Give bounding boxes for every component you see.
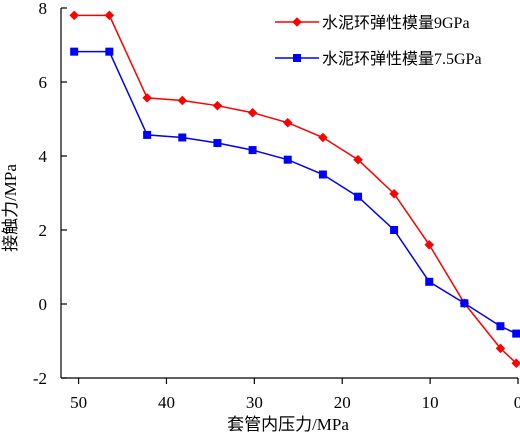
y-tick-label: 6 bbox=[39, 73, 48, 92]
data-point-diamond bbox=[212, 100, 223, 111]
y-tick-label: 0 bbox=[39, 295, 48, 314]
legend-label: 水泥环弹性模量9GPa bbox=[322, 14, 470, 32]
data-point-square bbox=[496, 322, 505, 331]
series-line bbox=[74, 50, 517, 335]
y-axis-ticks: -2 0 2 4 6 8 bbox=[33, 0, 67, 388]
data-point-diamond bbox=[424, 240, 435, 250]
data-point-diamond bbox=[69, 10, 79, 21]
data-point-square bbox=[248, 146, 257, 155]
data-point-diamond bbox=[177, 95, 188, 106]
data-point-diamond bbox=[353, 154, 363, 165]
legend-label: 水泥环弹性模量7.5GPa bbox=[322, 50, 482, 68]
legend-item-1: 水泥环弹性模量9GPa bbox=[275, 14, 470, 32]
data-point-square bbox=[425, 277, 434, 286]
data-point-diamond bbox=[389, 188, 399, 199]
y-tick-label: -2 bbox=[33, 369, 47, 388]
x-tick-label: 10 bbox=[422, 393, 439, 412]
x-tick-label: 0 bbox=[514, 393, 520, 412]
y-tick-label: 8 bbox=[39, 0, 48, 18]
legend: 水泥环弹性模量9GPa 水泥环弹性模量7.5GPa bbox=[275, 14, 482, 68]
data-point-square bbox=[460, 299, 469, 308]
data-point-square bbox=[105, 47, 114, 56]
data-point-square bbox=[70, 47, 79, 56]
x-tick-label: 40 bbox=[158, 393, 175, 412]
data-point-square bbox=[213, 139, 222, 148]
data-point-square bbox=[512, 329, 520, 338]
data-point-diamond bbox=[511, 358, 520, 368]
data-point-square bbox=[293, 54, 301, 62]
data-point-square bbox=[178, 133, 187, 142]
data-point-diamond bbox=[318, 132, 328, 143]
y-tick-label: 4 bbox=[39, 147, 48, 166]
x-tick-label: 50 bbox=[70, 393, 87, 412]
axes bbox=[60, 8, 518, 379]
series-line bbox=[74, 14, 517, 364]
x-axis-ticks: 50 40 30 20 10 0 bbox=[70, 378, 520, 412]
data-point-diamond bbox=[292, 17, 302, 27]
data-point-diamond bbox=[104, 10, 115, 21]
data-point-square bbox=[390, 226, 399, 234]
series-1 bbox=[69, 10, 520, 368]
data-point-square bbox=[283, 155, 292, 164]
data-point-square bbox=[318, 170, 327, 179]
x-tick-label: 20 bbox=[334, 393, 351, 412]
data-point-square bbox=[354, 192, 363, 201]
series-2 bbox=[70, 47, 520, 338]
data-point-square bbox=[143, 130, 152, 139]
legend-item-2: 水泥环弹性模量7.5GPa bbox=[275, 50, 482, 68]
data-point-diamond bbox=[495, 343, 506, 354]
x-tick-label: 30 bbox=[246, 393, 263, 412]
data-point-diamond bbox=[142, 93, 152, 103]
y-axis-title: 接触力/MPa bbox=[1, 164, 20, 252]
series-group bbox=[69, 10, 520, 368]
y-tick-label: 2 bbox=[39, 221, 48, 240]
x-axis-title: 套管内压力/MPa bbox=[227, 415, 349, 434]
data-point-diamond bbox=[247, 107, 258, 118]
data-point-diamond bbox=[282, 117, 293, 128]
